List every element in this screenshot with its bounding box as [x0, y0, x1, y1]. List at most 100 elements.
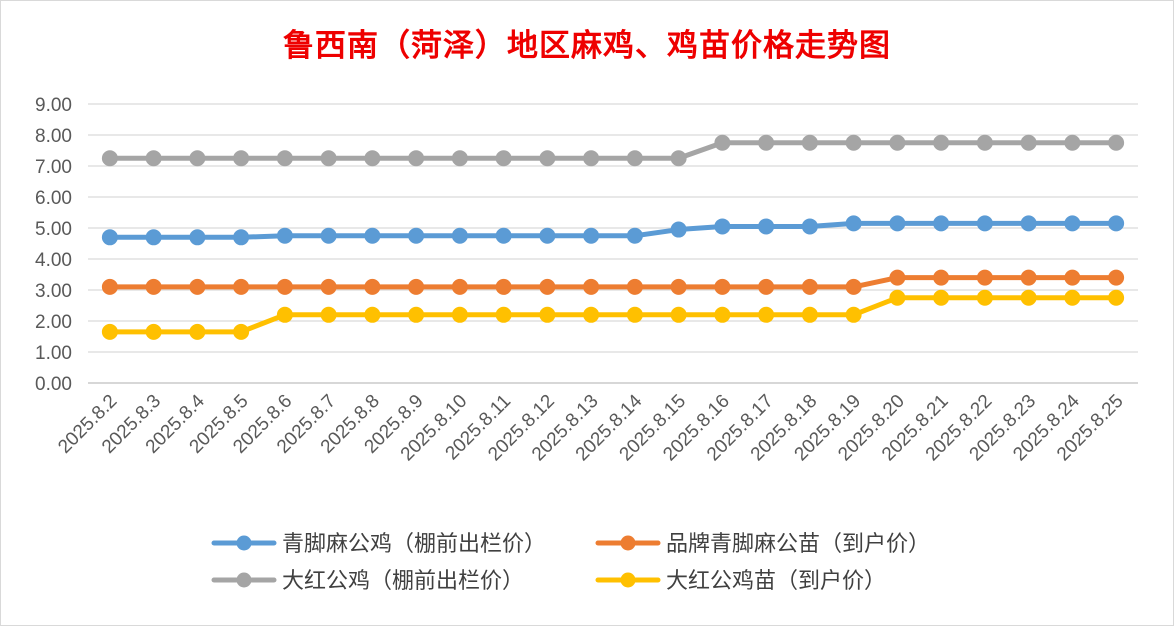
data-point — [101, 150, 118, 167]
data-point — [801, 306, 818, 323]
legend: 青脚麻公鸡（棚前出栏价） 品牌青脚麻公苗（到户价） 大红公鸡（棚前出栏价） 大红公鸡苗… — [211, 532, 930, 594]
data-point — [889, 269, 906, 286]
data-point — [1108, 289, 1125, 306]
data-point — [976, 289, 993, 306]
data-point — [276, 278, 293, 295]
chart-title: 鲁西南（菏泽）地区麻鸡、鸡苗价格走势图 — [283, 28, 891, 64]
legend-item: 大红公鸡苗（到户价） — [595, 569, 886, 594]
data-point — [408, 227, 425, 244]
y-tick-label: 0.00 — [35, 374, 72, 395]
data-point — [583, 227, 600, 244]
data-point — [1108, 215, 1125, 232]
data-point — [670, 150, 687, 167]
data-point — [276, 227, 293, 244]
y-tick-label: 5.00 — [35, 219, 72, 240]
data-point — [364, 306, 381, 323]
data-point — [145, 229, 162, 246]
data-point — [845, 215, 862, 232]
data-point — [714, 218, 731, 235]
series-line — [107, 275, 1119, 290]
data-point — [189, 323, 206, 340]
data-point — [976, 269, 993, 286]
data-point — [1064, 215, 1081, 232]
legend-swatch-marker — [236, 535, 252, 551]
data-point — [364, 227, 381, 244]
y-tick-label: 2.00 — [35, 312, 72, 333]
data-point — [451, 227, 468, 244]
y-tick-label: 9.00 — [35, 95, 72, 116]
gridlines — [88, 103, 1138, 384]
data-point — [276, 306, 293, 323]
data-point — [539, 278, 556, 295]
data-point — [101, 229, 118, 246]
data-point — [1064, 134, 1081, 151]
series-3 — [101, 134, 1125, 167]
legend-label: 大红公鸡苗（到户价） — [666, 569, 886, 594]
data-point — [408, 150, 425, 167]
legend-item: 大红公鸡（棚前出栏价） — [211, 569, 524, 594]
data-point — [758, 278, 775, 295]
data-point — [495, 227, 512, 244]
x-axis-ticks: 2025.8.22025.8.32025.8.42025.8.52025.8.6… — [54, 390, 1127, 465]
data-point — [933, 289, 950, 306]
data-point — [626, 306, 643, 323]
data-point — [1108, 134, 1125, 151]
y-tick-label: 7.00 — [35, 157, 72, 178]
data-point — [101, 278, 118, 295]
data-point — [495, 278, 512, 295]
y-axis-ticks: 0.00 1.00 2.00 3.00 4.00 5.00 6.00 7.00 8.00 9.00 — [35, 95, 72, 395]
data-point — [801, 218, 818, 235]
data-point — [801, 134, 818, 151]
data-point — [714, 306, 731, 323]
data-point — [845, 134, 862, 151]
data-point — [189, 278, 206, 295]
data-point — [189, 229, 206, 246]
legend-swatch-marker — [236, 572, 252, 588]
y-tick-label: 4.00 — [35, 250, 72, 271]
data-point — [845, 278, 862, 295]
data-point — [451, 150, 468, 167]
y-tick-label: 1.00 — [35, 343, 72, 364]
data-point — [670, 306, 687, 323]
data-point — [626, 227, 643, 244]
data-point — [233, 150, 250, 167]
data-point — [1064, 289, 1081, 306]
series-group — [101, 134, 1125, 340]
data-point — [933, 269, 950, 286]
data-point — [320, 306, 337, 323]
legend-item: 青脚麻公鸡（棚前出栏价） — [211, 532, 546, 557]
series-line — [107, 140, 1119, 161]
data-point — [714, 278, 731, 295]
series-line — [107, 220, 1119, 240]
data-point — [189, 150, 206, 167]
series-2 — [101, 269, 1125, 295]
data-point — [714, 134, 731, 151]
data-point — [801, 278, 818, 295]
data-point — [451, 306, 468, 323]
data-point — [320, 278, 337, 295]
data-point — [1020, 134, 1037, 151]
data-point — [626, 150, 643, 167]
legend-label: 品牌青脚麻公苗（到户价） — [666, 532, 930, 557]
data-point — [976, 215, 993, 232]
series-4 — [101, 289, 1125, 340]
data-point — [408, 306, 425, 323]
legend-swatch-marker — [620, 535, 636, 551]
data-point — [145, 278, 162, 295]
data-point — [364, 278, 381, 295]
data-point — [626, 278, 643, 295]
series-1 — [101, 215, 1125, 246]
data-point — [276, 150, 293, 167]
data-point — [495, 150, 512, 167]
data-point — [583, 150, 600, 167]
data-point — [1064, 269, 1081, 286]
series-line — [107, 295, 1119, 335]
data-point — [145, 150, 162, 167]
data-point — [145, 323, 162, 340]
data-point — [758, 134, 775, 151]
data-point — [889, 134, 906, 151]
data-point — [539, 306, 556, 323]
data-point — [1108, 269, 1125, 286]
legend-item: 品牌青脚麻公苗（到户价） — [595, 532, 930, 557]
